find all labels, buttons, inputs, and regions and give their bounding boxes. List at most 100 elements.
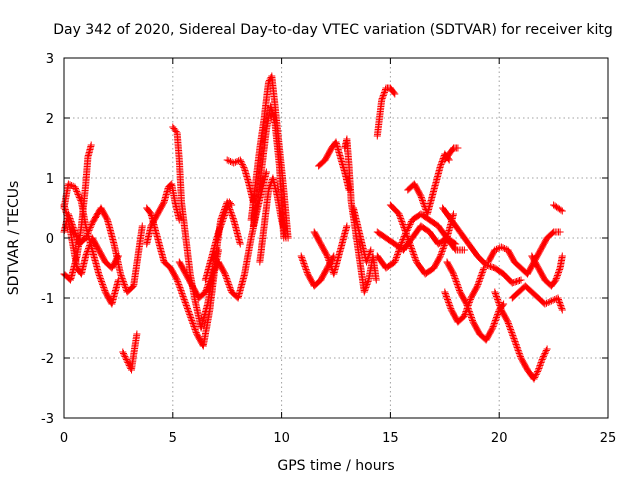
x-tick-label: 10 xyxy=(273,431,290,446)
data-point-segment xyxy=(77,254,89,278)
data-point-segment xyxy=(417,222,432,235)
data-point-segment xyxy=(236,156,248,171)
satellite-track-4 xyxy=(60,204,146,296)
y-tick-label: -3 xyxy=(41,412,54,427)
satellite-track-30 xyxy=(484,228,564,278)
satellite-track-14 xyxy=(256,174,290,266)
data-point-segment xyxy=(260,188,272,230)
data-point-segment xyxy=(143,204,154,217)
y-tick-label: 3 xyxy=(46,52,54,67)
data-point-segment xyxy=(386,84,399,98)
data-point-segment xyxy=(489,308,503,332)
data-point-segment xyxy=(528,252,542,271)
data-point-segment xyxy=(147,210,161,240)
data-point-segment xyxy=(221,270,235,294)
data-point-segment xyxy=(88,234,102,253)
data-point-segment xyxy=(108,276,122,308)
data-point-segment xyxy=(173,129,183,162)
data-point-segment xyxy=(208,230,222,260)
data-point-segment xyxy=(473,252,489,268)
data-point-segment xyxy=(169,123,178,132)
data-point-segment xyxy=(382,259,397,272)
data-point-segment xyxy=(201,254,216,284)
data-point-segment xyxy=(84,141,95,161)
data-point-segment xyxy=(275,162,285,204)
data-point-segment xyxy=(521,282,535,295)
data-point-segment xyxy=(273,192,285,222)
data-point-segment xyxy=(450,270,463,294)
data-point-segment xyxy=(175,156,185,204)
satellite-track-29 xyxy=(491,288,551,383)
data-point-segment xyxy=(500,270,515,286)
data-point-segment xyxy=(215,258,228,277)
data-point-segment xyxy=(310,228,324,247)
data-point-segment xyxy=(430,164,444,194)
data-point-segment xyxy=(75,235,89,248)
data-point-segment xyxy=(88,246,102,276)
data-point-segment xyxy=(182,270,196,289)
y-tick-label: 2 xyxy=(46,112,54,127)
data-point-segment xyxy=(426,216,441,229)
data-point-segment xyxy=(130,330,141,359)
data-point-segment xyxy=(354,222,366,246)
data-point-segment xyxy=(554,204,566,215)
data-point-segment xyxy=(77,182,90,230)
data-point-segment xyxy=(550,228,564,236)
data-point-segment xyxy=(256,116,268,152)
data-point-segment xyxy=(268,72,279,108)
data-point-segment xyxy=(332,138,344,159)
satellite-track-19 xyxy=(349,204,375,266)
satellite-track-28 xyxy=(441,264,488,326)
data-point-segment xyxy=(241,236,255,278)
data-point-segment xyxy=(382,234,397,247)
data-point-segment xyxy=(456,228,472,247)
data-point-segment xyxy=(524,259,537,278)
data-point-segment xyxy=(404,234,420,264)
satellite-track-16 xyxy=(310,222,351,278)
data-point-segment xyxy=(117,270,131,294)
data-point-segment xyxy=(330,248,344,278)
data-point-segment xyxy=(423,188,437,218)
data-point-segment xyxy=(510,336,524,360)
data-point-segment xyxy=(467,283,481,302)
data-point-segment xyxy=(504,246,518,265)
data-point-segment xyxy=(436,236,450,260)
data-point-segment xyxy=(167,264,180,283)
x-tick-label: 15 xyxy=(382,431,399,446)
x-tick-label: 5 xyxy=(169,431,177,446)
data-point-segment xyxy=(421,265,437,278)
data-point-segment xyxy=(482,325,496,344)
data-point-segment xyxy=(134,222,146,260)
data-point-segment xyxy=(225,198,236,209)
data-point-segment xyxy=(447,216,463,235)
data-point-segment xyxy=(110,240,124,276)
data-point-segment xyxy=(82,221,96,242)
data-point-segment xyxy=(541,298,554,308)
data-point-segment xyxy=(252,146,264,188)
data-point-segment xyxy=(417,210,432,223)
data-point-segment xyxy=(173,276,187,300)
data-point-segment xyxy=(260,80,272,122)
data-point-segment xyxy=(547,295,560,305)
data-point-segment xyxy=(386,201,402,217)
satellite-track-20 xyxy=(373,84,399,140)
data-point-segment xyxy=(230,157,243,167)
data-point-segment xyxy=(441,288,455,312)
data-point-segment xyxy=(315,157,328,170)
data-point-segment xyxy=(369,252,380,284)
satellite-track-5 xyxy=(119,330,141,374)
data-point-segment xyxy=(201,272,215,296)
data-points xyxy=(60,72,566,383)
x-tick-label: 0 xyxy=(60,431,68,446)
data-point-segment xyxy=(497,243,510,253)
data-point-segment xyxy=(97,204,111,223)
data-point-segment xyxy=(258,128,270,170)
data-point-segment xyxy=(508,289,522,302)
data-point-segment xyxy=(550,201,560,211)
data-point-segment xyxy=(321,145,335,164)
data-point-segment xyxy=(160,185,172,206)
data-point-segment xyxy=(195,289,208,302)
data-point-segment xyxy=(504,318,518,342)
data-point-segment xyxy=(241,165,252,186)
